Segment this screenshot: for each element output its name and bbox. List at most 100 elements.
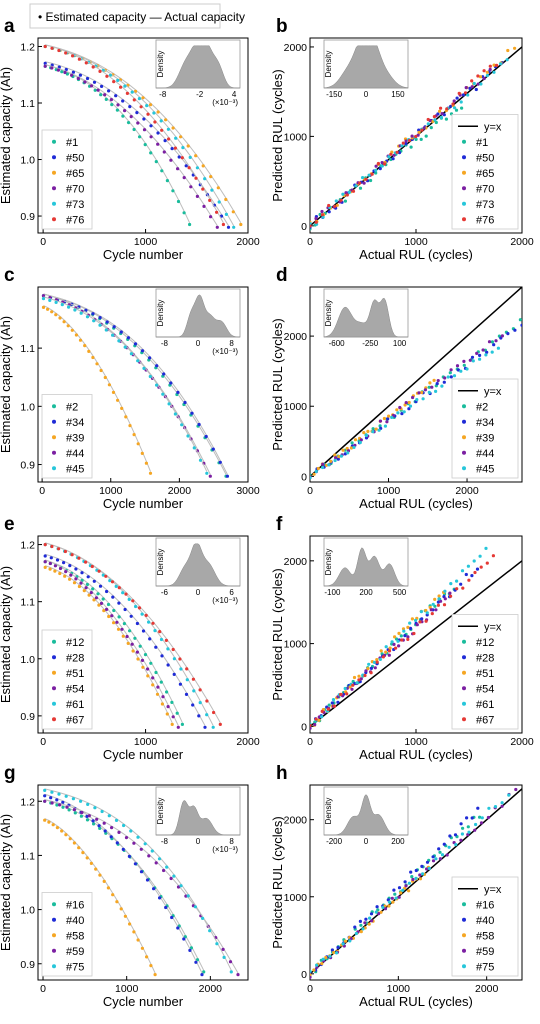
data-point — [149, 124, 153, 128]
x-tick-label: 2000 — [199, 983, 223, 995]
y-axis-label: Predicted RUL (cycles) — [270, 318, 285, 450]
legend-label: y=x — [484, 386, 502, 398]
data-point — [459, 582, 463, 586]
data-point — [103, 375, 107, 380]
data-point — [466, 825, 470, 829]
legend-marker — [52, 917, 56, 922]
data-point — [208, 929, 212, 933]
panel-letter: c — [4, 265, 15, 286]
data-point — [153, 973, 157, 977]
data-point — [506, 332, 510, 336]
data-point — [105, 320, 109, 324]
data-point — [449, 582, 453, 586]
data-point — [165, 179, 169, 183]
data-point — [362, 181, 366, 185]
data-point — [155, 692, 160, 696]
data-point — [421, 872, 425, 876]
data-point — [467, 830, 471, 834]
data-point — [374, 910, 378, 914]
data-point — [403, 886, 407, 890]
data-point — [77, 584, 81, 589]
data-point — [198, 688, 202, 692]
data-point — [465, 816, 469, 820]
data-point — [313, 723, 317, 727]
data-point — [73, 811, 77, 815]
panel-letter: a — [4, 16, 15, 37]
inset-x-tick-label: -100 — [324, 588, 341, 597]
legend-marker — [462, 450, 466, 455]
data-point — [470, 816, 474, 820]
data-point — [111, 390, 116, 394]
data-point — [91, 312, 95, 316]
data-point — [155, 383, 159, 387]
data-point — [164, 905, 168, 910]
data-point — [116, 398, 120, 402]
data-point — [104, 97, 108, 101]
data-point — [401, 888, 405, 892]
data-point — [518, 318, 522, 322]
legend-marker — [52, 435, 56, 440]
data-point — [173, 146, 177, 150]
legend-label: #34 — [476, 417, 494, 429]
data-point — [186, 144, 190, 148]
y-tick-label: 0.9 — [20, 460, 35, 472]
data-point — [330, 701, 334, 705]
legend-label: #58 — [476, 930, 494, 942]
legend: #16 #40 #58 #59 #75 — [41, 892, 93, 977]
data-point — [453, 833, 458, 837]
legend-marker — [462, 717, 466, 722]
data-point — [461, 826, 465, 830]
data-point — [72, 808, 76, 812]
y-axis-label: Predicted RUL (cycles) — [270, 816, 285, 948]
data-point — [136, 938, 140, 942]
data-point — [112, 621, 116, 625]
inset-x-tick-label: -8 — [159, 90, 167, 99]
data-point — [490, 350, 494, 354]
data-point — [151, 683, 155, 687]
data-point — [326, 707, 330, 711]
data-point — [85, 582, 89, 587]
data-point — [216, 186, 220, 190]
data-point — [310, 224, 312, 228]
data-point — [429, 126, 433, 130]
data-point — [310, 726, 312, 730]
x-tick-label: 0 — [307, 485, 313, 497]
data-point — [92, 598, 96, 602]
legend-marker — [462, 701, 466, 706]
data-point — [50, 310, 54, 314]
data-point — [64, 67, 68, 72]
data-point — [71, 54, 75, 58]
data-point — [414, 134, 418, 139]
data-point — [383, 424, 387, 428]
data-point — [320, 213, 324, 217]
data-point — [128, 922, 132, 926]
data-point — [57, 65, 61, 69]
legend: #1 #50 #65 #70 #73 #76 — [41, 129, 93, 230]
data-point — [314, 220, 318, 224]
data-point — [358, 440, 362, 445]
panel-letter: h — [276, 763, 288, 784]
data-point — [374, 168, 378, 172]
data-point — [208, 474, 212, 478]
legend: #2 #34 #39 #44 #45 — [41, 394, 93, 479]
data-point — [169, 876, 173, 881]
data-point — [43, 560, 47, 564]
data-point — [371, 427, 375, 431]
plot-frame — [37, 286, 249, 483]
x-axis-label: Cycle number — [103, 247, 184, 262]
data-point — [419, 137, 423, 141]
data-point — [43, 61, 47, 65]
y-tick-label: 2000 — [284, 331, 308, 343]
data-point — [57, 48, 61, 53]
inset-exponent-label: (×10⁻³) — [212, 845, 238, 854]
actual-capacity-line — [44, 788, 232, 971]
data-point — [181, 146, 185, 150]
data-point — [443, 376, 447, 380]
data-point — [167, 137, 171, 141]
data-point — [215, 225, 219, 229]
data-point — [129, 614, 133, 618]
data-point — [65, 72, 69, 76]
data-point — [357, 674, 361, 678]
x-tick-label: 1000 — [377, 485, 401, 497]
data-point — [132, 127, 136, 132]
